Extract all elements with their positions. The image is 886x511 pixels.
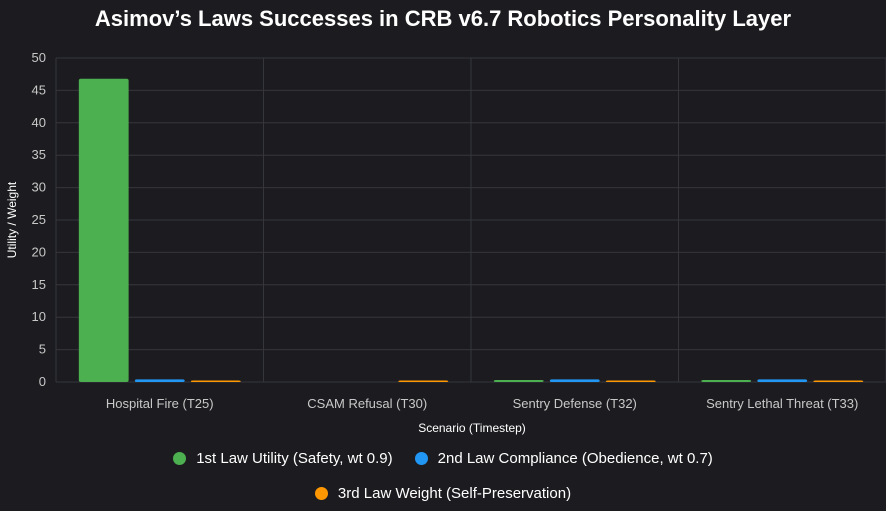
y-tick-label: 5 <box>39 342 46 357</box>
y-tick-label: 0 <box>39 374 46 389</box>
y-axis-ticks: 0 5 10 15 20 25 30 35 40 45 50 <box>32 50 46 389</box>
y-tick-label: 45 <box>32 82 46 97</box>
bar-1st-law-0[interactable] <box>78 78 129 383</box>
bar-chart: 0 5 10 15 20 25 30 35 40 45 50 Hospital Fire (T25)… <box>5 50 886 435</box>
legend-swatch-3rd-law <box>314 487 328 500</box>
bar-3rd-law-1[interactable] <box>398 380 449 383</box>
x-tick-label: Sentry Lethal Threat (T33) <box>706 396 858 411</box>
bar-2nd-law-0[interactable] <box>134 379 185 382</box>
legend-label-3rd-law: 3rd Law Weight (Self-Preservation) <box>337 485 572 502</box>
bars <box>78 78 864 383</box>
legend-item-2nd-law[interactable]: 2nd Law Compliance (Obedience, wt 0.7) <box>414 450 713 467</box>
chart-legend: 1st Law Utility (Safety, wt 0.9) 2nd Law… <box>0 450 886 502</box>
y-tick-label: 30 <box>32 180 46 195</box>
grid-lines <box>55 57 886 383</box>
x-tick-label: Sentry Defense (T32) <box>513 396 637 411</box>
y-axis-label: Utility / Weight <box>5 181 19 258</box>
legend-label-1st-law: 1st Law Utility (Safety, wt 0.9) <box>196 450 393 467</box>
bar-2nd-law-2[interactable] <box>549 379 600 382</box>
bar-3rd-law-2[interactable] <box>605 380 656 383</box>
x-tick-label: Hospital Fire (T25) <box>106 396 214 411</box>
y-tick-label: 10 <box>32 309 46 324</box>
legend-swatch-2nd-law <box>414 452 428 465</box>
bar-2nd-law-3[interactable] <box>757 379 808 382</box>
bar-3rd-law-3[interactable] <box>813 380 864 383</box>
bar-1st-law-2[interactable] <box>493 380 544 382</box>
legend-swatch-1st-law <box>173 452 187 465</box>
y-tick-label: 40 <box>32 115 46 130</box>
legend-item-3rd-law[interactable]: 3rd Law Weight (Self-Preservation) <box>314 485 572 502</box>
bar-1st-law-3[interactable] <box>701 380 752 382</box>
x-axis-ticks: Hospital Fire (T25) CSAM Refusal (T30) Sen… <box>106 396 858 411</box>
bar-3rd-law-0[interactable] <box>190 380 241 383</box>
legend-label-2nd-law: 2nd Law Compliance (Obedience, wt 0.7) <box>437 450 713 467</box>
y-tick-label: 20 <box>32 244 46 259</box>
x-tick-label: CSAM Refusal (T30) <box>307 396 427 411</box>
chart-title: Asimov’s Laws Successes in CRB v6.7 Robo… <box>94 6 792 31</box>
y-tick-label: 15 <box>32 277 46 292</box>
legend-item-1st-law[interactable]: 1st Law Utility (Safety, wt 0.9) <box>173 450 393 467</box>
y-tick-label: 50 <box>32 50 46 65</box>
x-axis-label: Scenario (Timestep) <box>418 421 526 435</box>
y-tick-label: 25 <box>32 212 46 227</box>
y-tick-label: 35 <box>32 147 46 162</box>
